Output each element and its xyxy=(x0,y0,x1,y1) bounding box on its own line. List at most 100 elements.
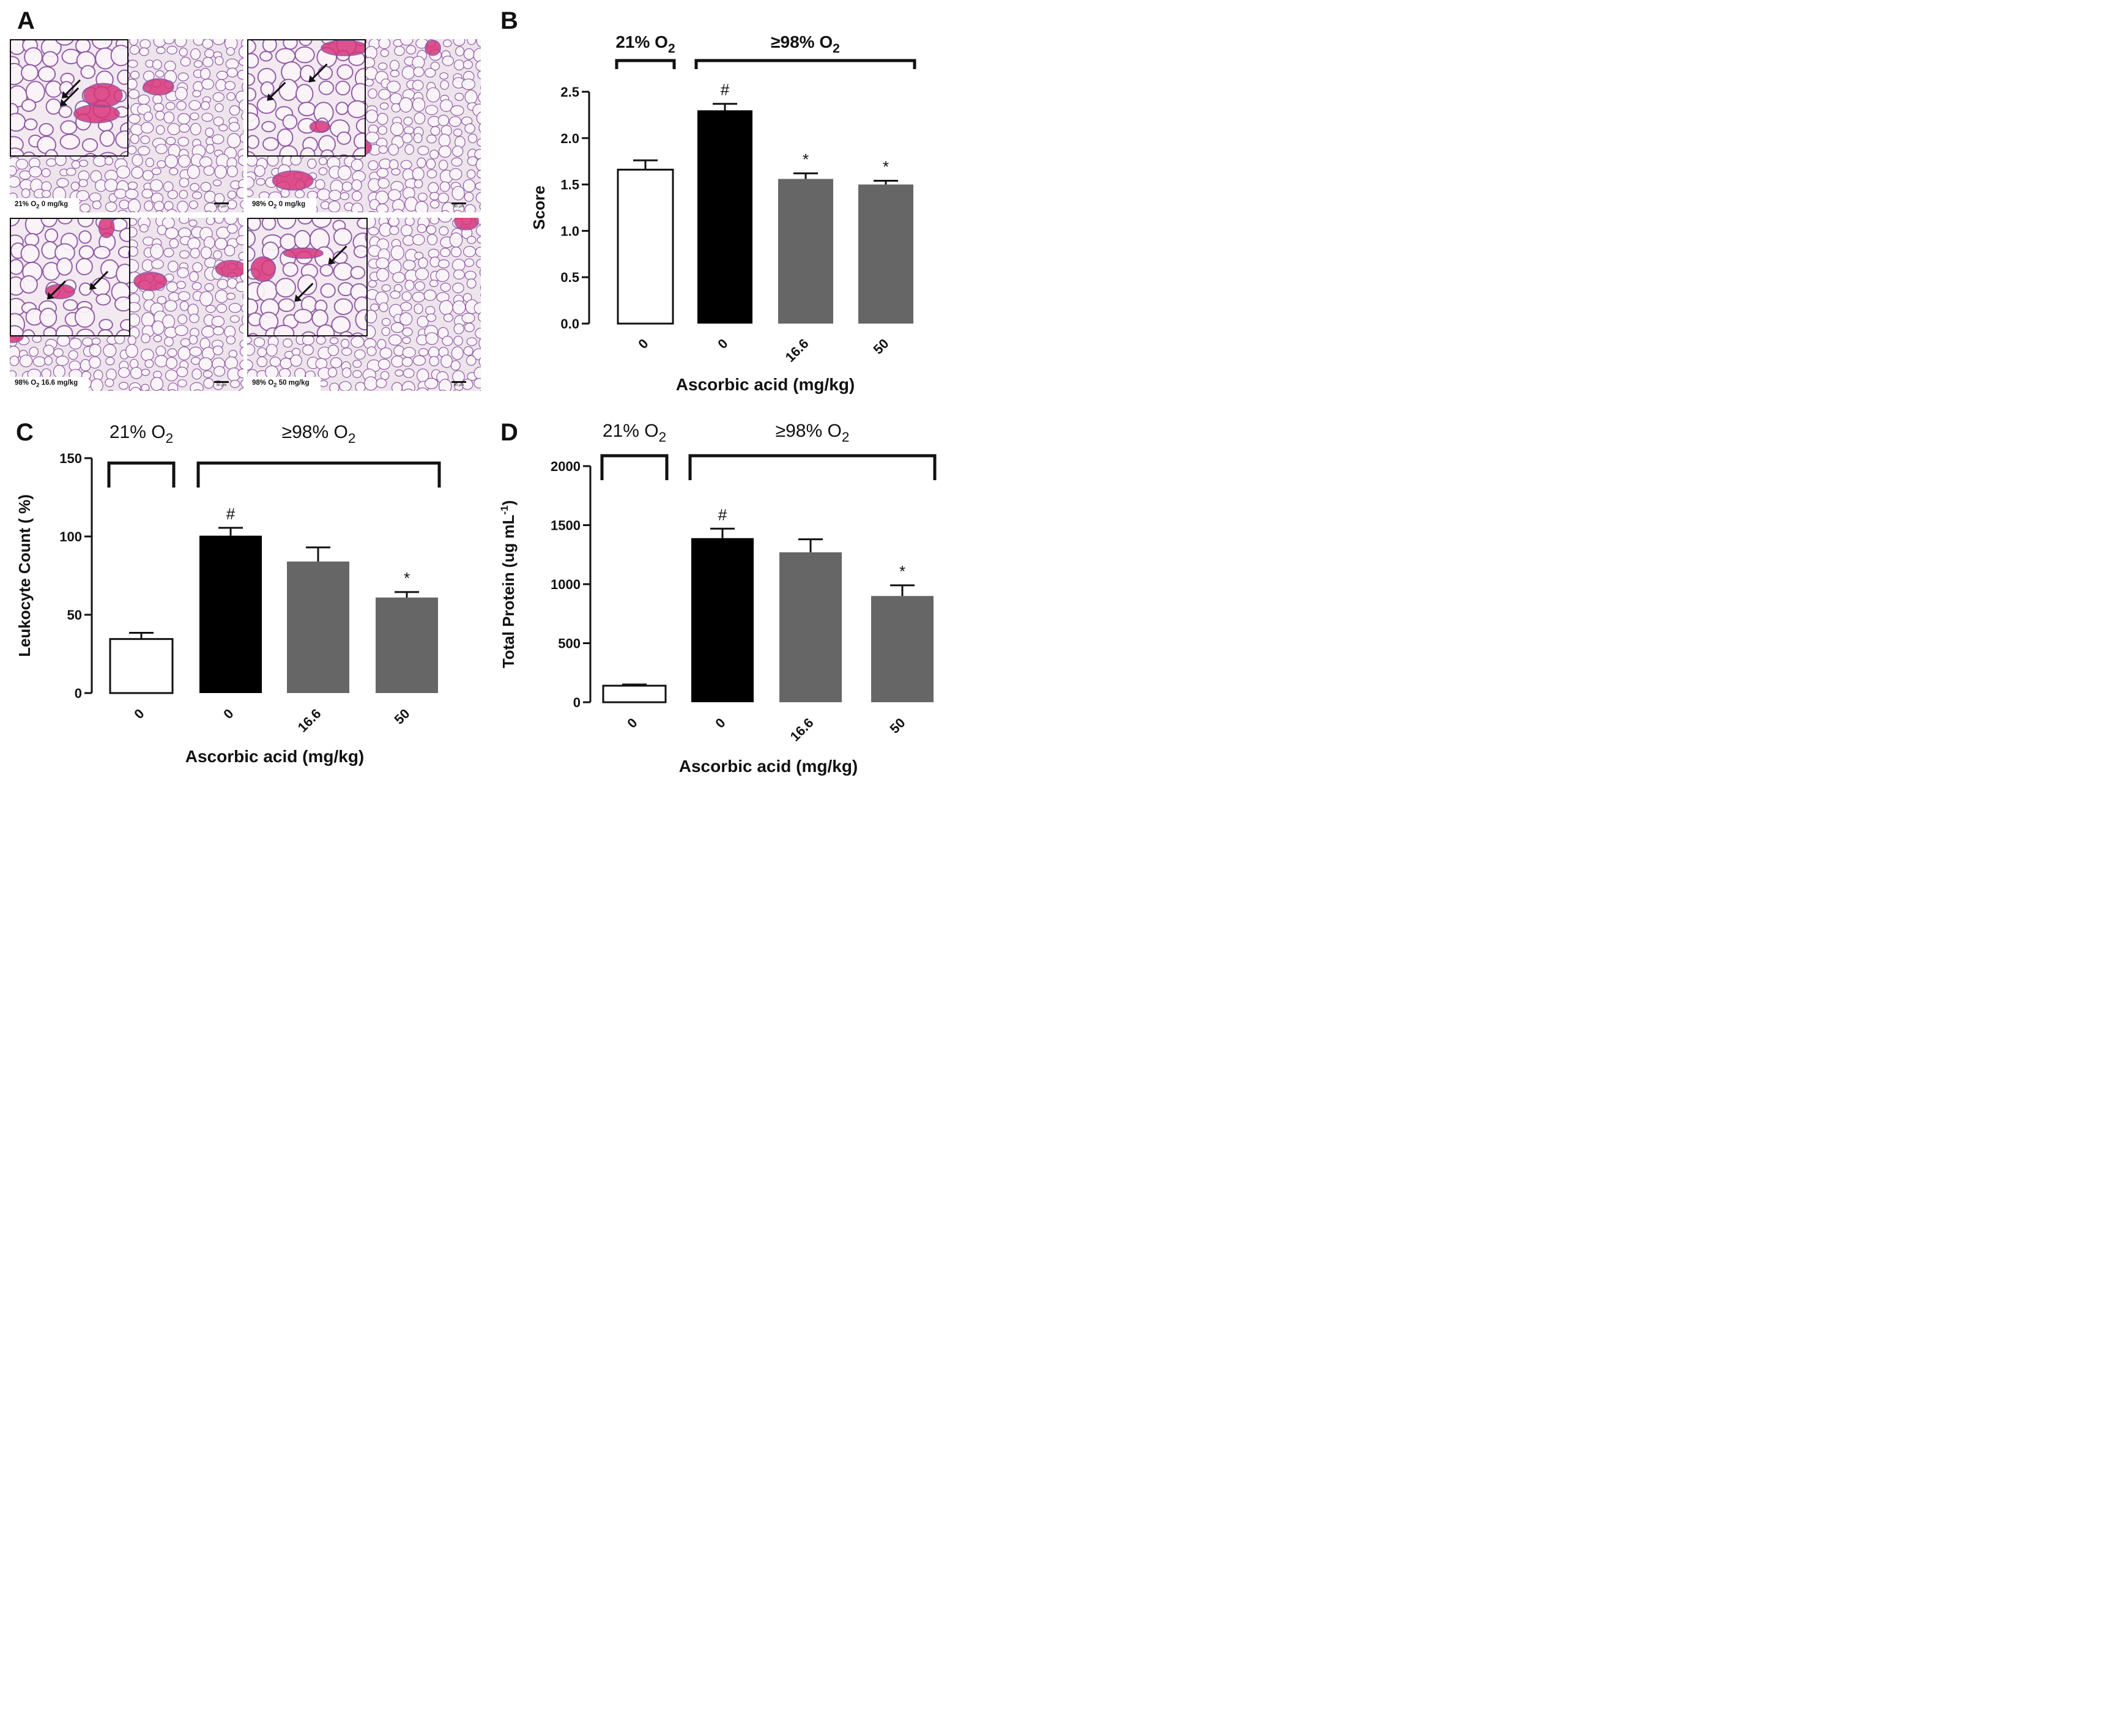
alveolus xyxy=(227,190,237,199)
alveolus xyxy=(202,370,213,378)
alveolus xyxy=(412,97,426,112)
alveolus xyxy=(201,78,215,90)
alveolus xyxy=(56,257,73,276)
alveolus xyxy=(151,167,162,176)
alveolus xyxy=(453,128,462,137)
alveolus xyxy=(475,247,481,257)
alveolus xyxy=(92,200,102,210)
alveolus xyxy=(464,258,475,267)
alveolus xyxy=(417,146,429,155)
alveolus xyxy=(413,66,425,77)
alveolus xyxy=(174,39,187,48)
bar xyxy=(617,168,674,325)
alveolus xyxy=(138,146,150,156)
alveolus xyxy=(429,149,439,160)
alveolus xyxy=(157,295,167,305)
blood-vessel xyxy=(133,272,168,291)
alveolus xyxy=(297,274,318,295)
alveolus xyxy=(214,103,224,113)
alveolus xyxy=(78,230,92,244)
alveolus xyxy=(200,182,212,192)
alveolus xyxy=(248,229,256,248)
alveolus xyxy=(191,191,202,199)
alveolus xyxy=(300,147,316,155)
alveolus xyxy=(297,219,313,225)
alveolus xyxy=(380,49,389,57)
alveolus xyxy=(59,133,80,150)
alveolus xyxy=(355,309,366,331)
alveolus xyxy=(299,40,313,46)
x-category-label: 0 xyxy=(131,706,147,722)
arrow-head xyxy=(267,93,275,101)
alveolus xyxy=(248,53,259,69)
alveolus xyxy=(176,366,188,377)
blood-vessel xyxy=(98,219,115,239)
alveolus xyxy=(389,226,399,236)
alveolus xyxy=(352,332,364,335)
alveolus xyxy=(390,291,401,299)
alveolus xyxy=(139,47,149,56)
alveolus xyxy=(110,45,127,67)
significance-marker: * xyxy=(404,569,410,587)
alveolus xyxy=(413,133,423,144)
alveolus xyxy=(463,346,473,356)
alveolus xyxy=(43,356,53,366)
alveolus xyxy=(105,201,117,212)
alveolus xyxy=(294,46,315,64)
alveolus xyxy=(226,46,235,56)
alveolus xyxy=(426,313,437,322)
alveolus xyxy=(247,336,252,344)
histology-panel-98-0: 98% O2 0 mg/kg 50 µm xyxy=(247,39,481,212)
alveolus xyxy=(58,219,73,224)
alveolus xyxy=(56,177,69,188)
alveolus xyxy=(480,284,481,291)
x-category-label: 0 xyxy=(712,715,728,731)
panel-letter-d: D xyxy=(500,419,518,446)
alveolus xyxy=(401,133,413,144)
x-category-label: 50 xyxy=(871,336,892,357)
alveolus xyxy=(129,45,140,55)
alveolus xyxy=(190,48,201,60)
alveolus xyxy=(478,312,481,322)
alveolus xyxy=(130,70,140,80)
alveolus xyxy=(364,313,366,322)
alveolus xyxy=(417,316,429,328)
alveolus xyxy=(442,335,453,346)
alveolus xyxy=(105,357,115,366)
alveolus xyxy=(387,80,401,93)
alveolus xyxy=(163,248,174,258)
alveolus xyxy=(430,126,440,136)
alveolus xyxy=(394,46,405,56)
alveolus xyxy=(439,226,449,236)
alveolus xyxy=(368,88,377,99)
alveolus xyxy=(424,377,439,390)
alveolus xyxy=(376,168,389,178)
alveolus xyxy=(93,245,111,259)
alveolus xyxy=(190,382,204,391)
alveolus xyxy=(200,246,212,259)
alveolus xyxy=(376,378,387,388)
alveolus xyxy=(440,283,451,292)
alveolus xyxy=(130,134,139,144)
group-label: ≥98% O2 xyxy=(776,421,850,445)
alveolus xyxy=(240,304,243,313)
alveolus xyxy=(365,132,379,144)
alveolus xyxy=(212,134,225,144)
alveolus xyxy=(319,264,333,277)
y-tick-label: 1.5 xyxy=(560,177,579,193)
alveolus xyxy=(453,335,463,346)
alveolus xyxy=(166,209,177,212)
alveolus xyxy=(226,67,238,78)
alveolus xyxy=(452,283,464,294)
x-category-label: 50 xyxy=(887,715,908,736)
alveolus xyxy=(423,289,437,301)
alveolus xyxy=(327,344,339,356)
alveolus xyxy=(140,122,154,134)
alveolus xyxy=(377,113,388,125)
alveolus xyxy=(478,123,481,133)
alveolus xyxy=(351,158,363,171)
alveolus xyxy=(467,133,478,144)
y-tick-label: 0.0 xyxy=(560,316,579,332)
inset-tissue-image xyxy=(248,40,365,155)
alveolus xyxy=(239,324,243,334)
